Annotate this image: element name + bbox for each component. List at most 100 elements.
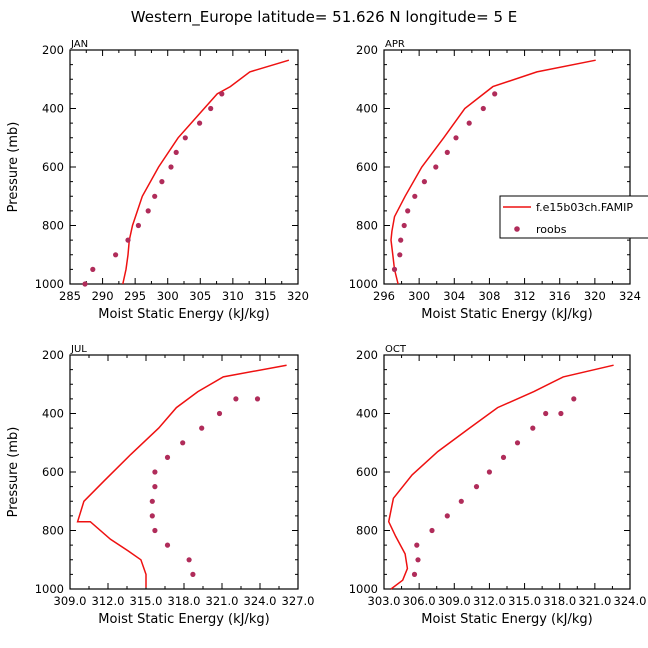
xtick-label-jul: 321.0 <box>206 594 239 608</box>
ytick-label-jul: 400 <box>42 407 64 421</box>
obs-point-jan <box>219 91 225 97</box>
obs-point-apr <box>444 149 450 155</box>
obs-point-jan <box>113 252 119 258</box>
ylabel-jan: Pressure (mb) <box>6 122 21 213</box>
ytick-label-oct: 400 <box>356 407 378 421</box>
obs-point-jul <box>216 410 223 417</box>
ylabel-jul: Pressure (mb) <box>6 427 21 518</box>
xtick-label-oct: 312.0 <box>473 594 506 608</box>
obs-point-jan <box>90 266 96 272</box>
obs-point-jan <box>197 120 203 126</box>
xtick-label-apr: 308 <box>478 289 500 303</box>
obs-point-oct <box>411 571 418 578</box>
plot-frame-jul <box>69 354 299 590</box>
ytick-label-jan: 200 <box>42 43 64 57</box>
xlabel-apr: Moist Static Energy (kJ/kg) <box>421 307 592 322</box>
obs-point-jul <box>152 527 158 534</box>
ytick-label-jul: 600 <box>42 465 64 479</box>
xtick-label-apr: 324 <box>619 289 641 303</box>
xtick-label-jan: 305 <box>189 289 211 303</box>
obs-point-oct <box>414 542 420 548</box>
obs-point-jan <box>208 105 214 112</box>
obs-point-jan <box>173 149 179 155</box>
panel-label-apr: APR <box>385 39 405 50</box>
ytick-label-apr: 400 <box>356 102 378 116</box>
obs-point-jul <box>152 469 158 475</box>
xtick-label-jul: 324.0 <box>244 594 277 608</box>
ytick-label-oct: 200 <box>356 348 378 362</box>
ytick-label-jan: 600 <box>42 160 64 174</box>
ytick-label-apr: 800 <box>356 219 378 233</box>
xlabel-oct: Moist Static Energy (kJ/kg) <box>421 612 592 627</box>
obs-point-oct <box>458 498 464 504</box>
obs-point-jul <box>152 484 158 490</box>
panel-label-jan: JAN <box>70 39 88 50</box>
xtick-label-apr: 320 <box>584 289 606 303</box>
ytick-label-oct: 600 <box>356 465 378 479</box>
obs-point-apr <box>398 237 404 243</box>
xtick-label-oct: 303.0 <box>368 594 401 608</box>
obs-point-apr <box>466 120 472 126</box>
obs-point-jul <box>164 542 171 548</box>
obs-point-apr <box>421 179 427 185</box>
obs-point-jul <box>254 396 261 402</box>
ytick-label-jan: 400 <box>42 102 64 116</box>
plot-frame-apr <box>383 49 631 285</box>
obs-point-jul <box>164 454 171 460</box>
plot-frame-jan <box>69 49 299 285</box>
obs-point-oct <box>486 469 492 475</box>
obs-point-apr <box>492 91 498 97</box>
obs-point-jan <box>168 164 174 170</box>
xtick-label-jul: 312.0 <box>92 594 125 608</box>
obs-point-oct <box>429 527 435 534</box>
obs-point-jul <box>233 396 239 402</box>
ytick-label-apr: 600 <box>356 160 378 174</box>
obs-point-jan <box>145 208 151 214</box>
obs-point-jul <box>190 571 196 578</box>
obs-point-oct <box>473 484 480 490</box>
figure-title: Western_Europe latitude= 51.626 N longit… <box>131 8 517 27</box>
xtick-label-jan: 300 <box>157 289 179 303</box>
obs-point-oct <box>500 454 507 460</box>
xtick-label-oct: 321.0 <box>578 594 611 608</box>
obs-point-apr <box>433 164 439 170</box>
ytick-label-oct: 800 <box>356 524 378 538</box>
obs-point-jan <box>152 193 158 199</box>
xtick-label-jan: 290 <box>92 289 114 303</box>
obs-point-apr <box>397 252 403 258</box>
obs-point-oct <box>571 396 577 402</box>
xtick-label-jan: 310 <box>222 289 244 303</box>
ytick-label-jan: 800 <box>42 219 64 233</box>
model-line-oct <box>387 364 614 590</box>
obs-point-jul <box>199 425 205 431</box>
obs-point-oct <box>543 410 549 417</box>
obs-point-oct <box>444 513 450 519</box>
xtick-label-jan: 295 <box>124 289 146 303</box>
obs-point-oct <box>558 410 564 417</box>
ytick-label-jan: 1000 <box>35 277 64 291</box>
obs-point-oct <box>514 440 521 446</box>
xtick-label-oct: 315.0 <box>508 594 541 608</box>
ytick-label-apr: 200 <box>356 43 378 57</box>
xlabel-jan: Moist Static Energy (kJ/kg) <box>98 307 269 322</box>
xtick-label-apr: 316 <box>549 289 571 303</box>
obs-point-jan <box>135 222 141 229</box>
xtick-label-jul: 315.0 <box>130 594 163 608</box>
xtick-label-apr: 312 <box>514 289 536 303</box>
model-line-jan <box>122 59 290 285</box>
xtick-label-apr: 304 <box>443 289 465 303</box>
obs-point-jul <box>149 498 155 504</box>
obs-point-jan <box>159 179 165 185</box>
ytick-label-jul: 1000 <box>35 582 64 596</box>
obs-point-oct <box>415 557 421 563</box>
model-line-jul <box>76 364 287 588</box>
xtick-label-oct: 309.0 <box>438 594 471 608</box>
obs-point-apr <box>412 193 418 199</box>
obs-point-jan <box>182 135 188 141</box>
model-line-apr <box>390 59 596 285</box>
xtick-label-jul: 327.0 <box>282 594 315 608</box>
